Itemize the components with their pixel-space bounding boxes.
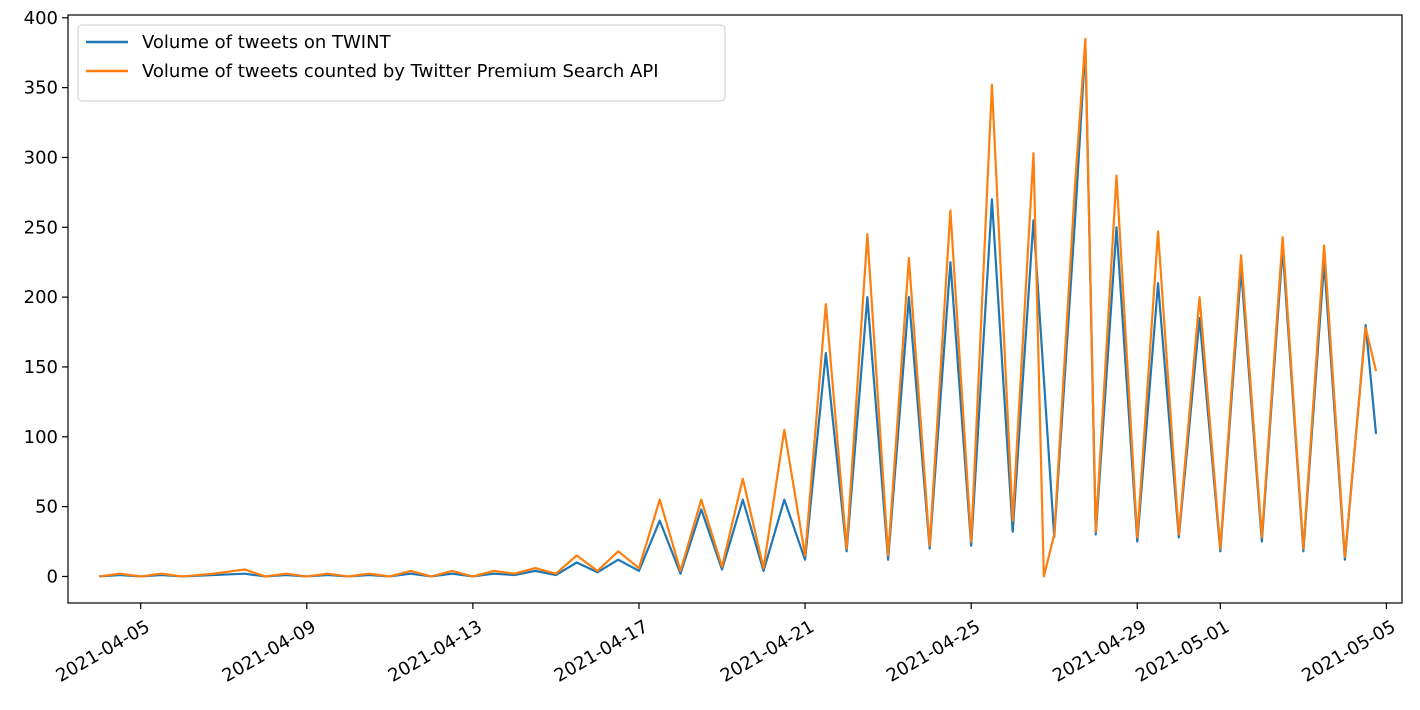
y-tick-label: 350 (24, 78, 58, 99)
y-tick-label: 300 (24, 147, 58, 168)
x-tick-label: 2021-05-01 (1132, 616, 1233, 686)
y-tick-label: 100 (24, 427, 58, 448)
legend-label-2: Volume of tweets counted by Twitter Prem… (142, 61, 659, 82)
y-tick-label: 250 (24, 217, 58, 238)
x-tick-label: 2021-04-29 (1049, 616, 1150, 686)
y-tick-label: 0 (47, 566, 58, 587)
legend-label-1: Volume of tweets on TWINT (142, 32, 392, 53)
x-tick-label: 2021-04-21 (717, 616, 818, 686)
x-tick-label: 2021-04-17 (551, 616, 652, 686)
plot-frame (67, 14, 1403, 604)
series-line-2 (98, 37, 1378, 578)
x-tick-label: 2021-04-25 (883, 616, 984, 686)
y-tick-label: 50 (35, 497, 58, 518)
series-layer (98, 37, 1378, 578)
legend: Volume of tweets on TWINT Volume of tweet… (77, 24, 726, 102)
x-tick-label: 2021-05-05 (1298, 616, 1399, 686)
y-tick-label: 150 (24, 357, 58, 378)
legend-box (77, 24, 726, 102)
y-tick-label: 400 (24, 8, 58, 29)
x-tick-label: 2021-04-09 (219, 616, 320, 686)
x-tick-label: 2021-04-05 (52, 616, 153, 686)
y-tick-label: 200 (24, 287, 58, 308)
x-tick-label: 2021-04-13 (385, 616, 486, 686)
